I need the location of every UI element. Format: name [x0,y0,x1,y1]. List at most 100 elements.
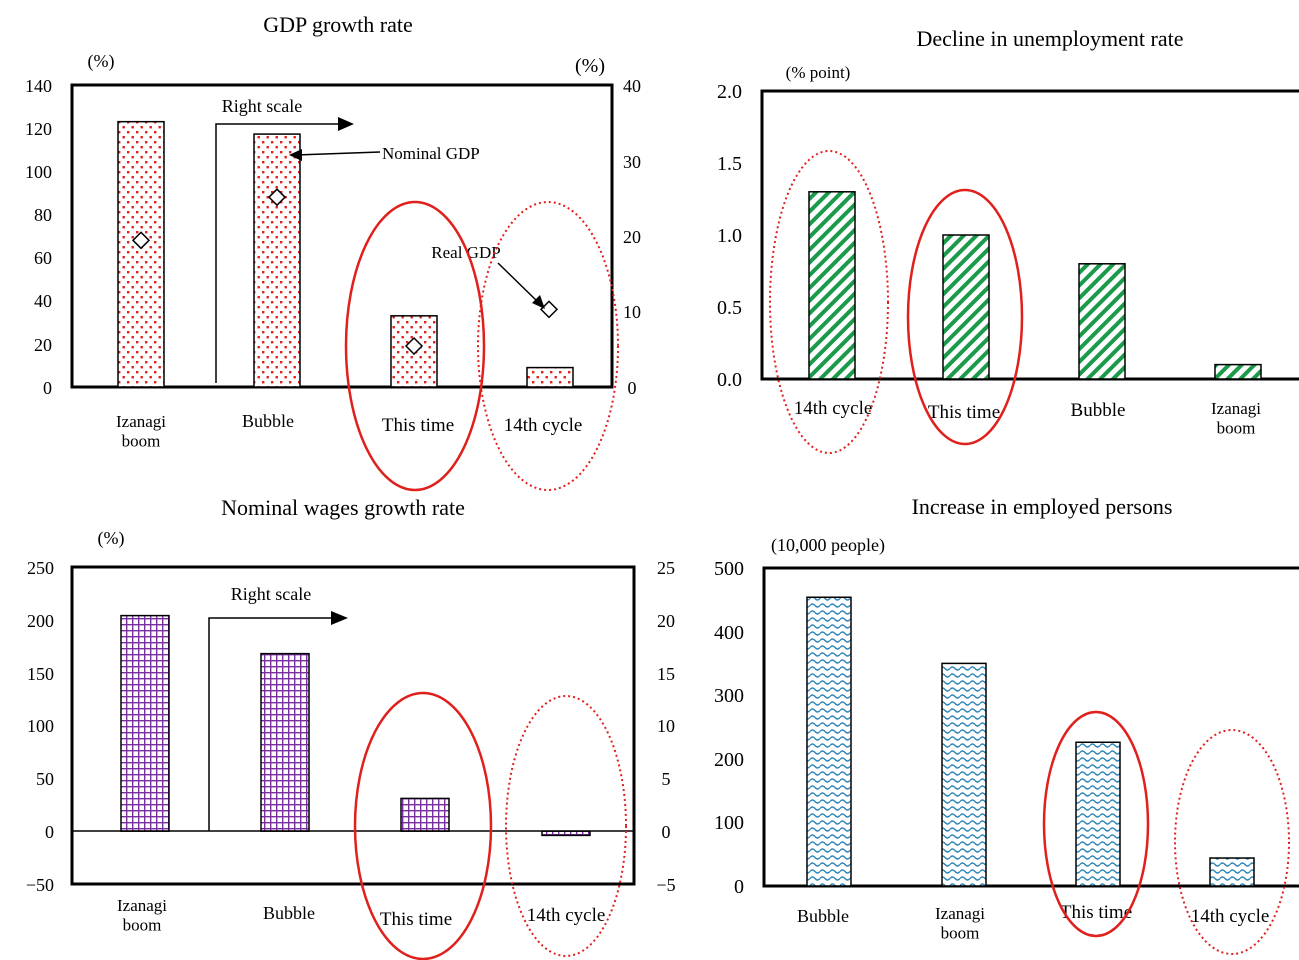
wage-bar [120,614,170,832]
y-axis-unit: (% point) [786,63,851,82]
x-tick-labels: 14th cycle This time Bubble Izanagi boom [794,398,1262,438]
y-ticks: 0.0 0.5 1.0 1.5 2.0 [717,81,742,391]
gdp-growth-chart: GDP growth rate (%) (%) 0 20 40 60 80 10… [25,12,641,492]
nominal-gdp-label: Nominal GDP [382,144,480,163]
nominal-gdp-pointer [295,151,381,156]
y-tick-label: 200 [714,749,744,771]
y-tick-label: 20 [657,611,675,631]
highlight-this-time [906,188,1024,446]
y-tick-label: 20 [623,227,641,247]
x-tick-label: This time [382,415,454,436]
chart-title: GDP growth rate [263,12,413,37]
x-tick-label: 14th cycle [527,905,606,926]
right-scale-label: Right scale [222,96,302,116]
x-tick-label: This time [1060,902,1132,923]
highlight-this-time [353,691,493,960]
y-tick-label: 0 [662,822,671,842]
y-tick-label: 400 [714,622,744,644]
employed-bar [1209,857,1255,887]
x-tick-label: 14th cycle [1191,906,1270,927]
real-gdp-marker [267,188,287,207]
x-tick-labels: Bubble Izanagi boom This time 14th cycle [797,902,1269,943]
y-tick-label: 150 [27,664,54,684]
nominal-gdp-bar [526,366,574,388]
y-tick-label: 100 [714,812,744,834]
y-axis-unit-left: (%) [88,51,115,72]
real-gdp-marker [131,231,151,250]
x-tick-label: 14th cycle [504,415,583,436]
annotations: Right scale [208,584,348,831]
nominal-gdp-bar [117,120,165,388]
y-tick-label: 30 [623,152,641,172]
y-ticks: 0 100 200 300 400 500 [714,558,744,898]
real-gdp-label: Real GDP [431,243,500,262]
real-gdp-pointer [497,262,541,305]
nominal-gdp-bar [253,133,301,388]
nominal-gdp-arrowhead [289,149,302,161]
highlight-14th-cycle [477,201,619,491]
y-tick-label: 80 [34,205,52,225]
nominal-wages-chart: Nominal wages growth rate (%) −50 0 50 1… [26,495,676,960]
chart-title: Decline in unemployment rate [917,26,1184,51]
y-tick-label: 0.5 [717,297,742,319]
y-tick-label: 120 [25,119,52,139]
x-tick-label: This time [928,402,1000,423]
chart-title: Increase in employed persons [912,494,1173,519]
x-tick-label: Izanagi boom [935,904,985,943]
employed-persons-chart: Increase in employed persons (10,000 peo… [714,494,1299,955]
real-gdp-markers [131,188,559,356]
unemployment-bars [808,191,1262,380]
y-tick-label: 40 [623,76,641,96]
employed-bars [806,596,1255,887]
x-tick-labels: Izanagi boom Bubble This time 14th cycle [116,411,582,451]
y-tick-label: 50 [36,769,54,789]
y-tick-label: 0 [628,378,637,398]
wage-bar [260,652,310,832]
y-ticks-right: −5 0 5 10 15 20 25 [656,558,675,895]
y-axis-unit: (%) [98,528,125,549]
y-tick-label: 250 [27,558,54,578]
employed-bar [941,662,987,887]
right-scale-arrowhead [338,117,354,131]
y-tick-label: −5 [656,875,675,895]
y-tick-label: 100 [27,716,54,736]
wage-bar [541,830,591,837]
highlight-14th-cycle [1174,729,1290,955]
highlight-14th-cycle [769,150,889,454]
right-scale-label: Right scale [231,584,311,604]
wage-bars [120,614,591,837]
x-tick-label: This time [380,909,452,930]
y-tick-label: 2.0 [717,81,742,103]
highlight-14th-cycle [505,695,627,957]
y-tick-label: 40 [34,291,52,311]
plot-area [762,566,1299,888]
y-tick-label: 300 [714,685,744,707]
y-tick-label: 10 [657,716,675,736]
highlights [353,691,627,960]
y-axis-unit-right: (%) [575,55,605,77]
annotations: Right scale Nominal GDP Real GDP [215,96,545,383]
x-tick-label: Izanagi boom [1211,399,1261,438]
y-tick-label: 10 [623,302,641,322]
x-tick-label: Izanagi boom [117,896,167,935]
y-tick-label: 0 [45,822,54,842]
x-tick-labels: Izanagi boom Bubble This time 14th cycle [117,896,605,935]
x-tick-label: Bubble [1071,400,1126,421]
y-tick-label: 200 [27,611,54,631]
highlight-this-time [1042,710,1150,938]
y-ticks-right: 0 10 20 30 40 [623,76,641,398]
right-scale-bracket [215,123,350,383]
y-axis-unit: (10,000 people) [771,535,885,556]
y-tick-label: 5 [662,769,671,789]
y-tick-label: 1.0 [717,225,742,247]
x-tick-label: Bubble [263,903,315,923]
wage-bar [400,797,450,832]
y-tick-label: 25 [657,558,675,578]
y-tick-label: 140 [25,76,52,96]
highlights [1042,710,1290,955]
unemployment-bar [942,234,990,380]
right-scale-bracket [208,617,342,831]
nominal-gdp-bars [117,120,574,388]
employed-bar [806,596,852,887]
